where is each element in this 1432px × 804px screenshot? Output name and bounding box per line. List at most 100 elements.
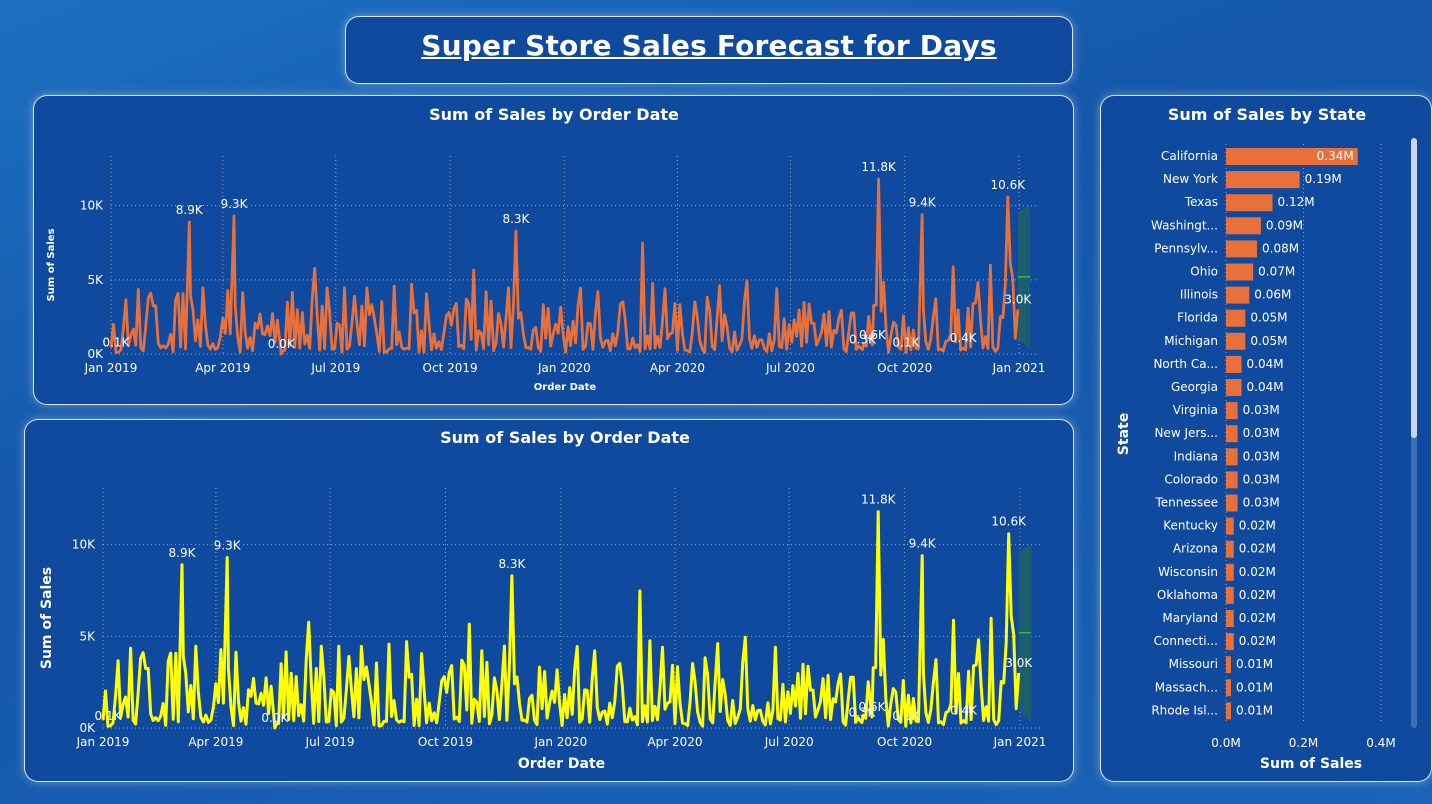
state-label: Kentucky bbox=[1163, 519, 1218, 533]
x-tick-label: 0.4M bbox=[1366, 736, 1395, 750]
data-label: 3.0K bbox=[1004, 293, 1032, 307]
state-label: Connecti... bbox=[1154, 634, 1218, 648]
data-label: 11.8K bbox=[861, 160, 897, 174]
chart-title: Sum of Sales by State bbox=[1168, 105, 1367, 124]
title-card: Super Store Sales Forecast for Days bbox=[345, 16, 1073, 84]
state-bar bbox=[1226, 240, 1257, 258]
x-tick-label: Apr 2020 bbox=[650, 361, 705, 375]
x-tick-label: Jan 2020 bbox=[533, 735, 587, 749]
data-label: 0.0K bbox=[261, 711, 289, 725]
y-axis-title: State bbox=[1116, 413, 1132, 455]
state-bar bbox=[1226, 586, 1234, 604]
page-title: Super Store Sales Forecast for Days bbox=[421, 29, 997, 62]
state-bar bbox=[1226, 263, 1254, 281]
x-axis-title: Sum of Sales bbox=[1260, 756, 1362, 772]
data-label: 0.3K bbox=[849, 333, 877, 347]
value-label: 0.03M bbox=[1243, 496, 1280, 510]
value-label: 0.19M bbox=[1305, 172, 1342, 186]
x-axis-title: Order Date bbox=[518, 756, 605, 772]
state-label: California bbox=[1161, 149, 1218, 163]
y-tick-label: 5K bbox=[87, 273, 104, 287]
sales-line-chart-orange[interactable]: Sum of Sales by Order Date 0K 5K 10K Jan 201… bbox=[33, 95, 1074, 405]
state-bar bbox=[1226, 540, 1234, 558]
state-label: New York bbox=[1163, 172, 1218, 186]
state-label: Washingt... bbox=[1151, 218, 1218, 232]
data-label: 0.1K bbox=[102, 336, 130, 350]
data-label: 8.3K bbox=[498, 557, 526, 571]
state-label: Florida bbox=[1177, 311, 1218, 325]
state-bar bbox=[1226, 656, 1231, 674]
value-label: 0.04M bbox=[1247, 380, 1284, 394]
value-label: 0.01M bbox=[1236, 680, 1273, 694]
state-bar bbox=[1226, 679, 1231, 697]
state-label: Oklahoma bbox=[1157, 588, 1218, 602]
chart-title: Sum of Sales by Order Date bbox=[440, 428, 690, 447]
value-label: 0.02M bbox=[1239, 634, 1276, 648]
value-label: 0.08M bbox=[1262, 241, 1299, 255]
state-label: Ohio bbox=[1190, 265, 1218, 279]
sales-by-state-chart[interactable]: Sum of Sales by State 0.0M 0.2M 0.4M Sum of … bbox=[1100, 95, 1432, 782]
x-tick-label: Oct 2019 bbox=[423, 361, 478, 375]
state-label: Pennsylv... bbox=[1154, 241, 1218, 255]
y-axis-title: Sum of Sales bbox=[39, 567, 55, 669]
value-label: 0.12M bbox=[1278, 195, 1315, 209]
state-label: New Jers... bbox=[1154, 426, 1218, 440]
data-label: 9.4K bbox=[909, 537, 937, 551]
x-tick-label: 0.2M bbox=[1289, 736, 1318, 750]
value-label: 0.06M bbox=[1254, 288, 1291, 302]
value-label: 0.05M bbox=[1250, 334, 1287, 348]
x-tick-label: Jan 2021 bbox=[993, 735, 1047, 749]
value-label: 0.02M bbox=[1239, 542, 1276, 556]
data-label: 9.4K bbox=[909, 196, 937, 210]
data-label: 3.0K bbox=[1005, 656, 1033, 670]
x-axis-title: Order Date bbox=[534, 382, 597, 393]
data-label: 0.0K bbox=[268, 337, 296, 351]
data-label: 10.6K bbox=[991, 515, 1027, 529]
state-label: Tennessee bbox=[1154, 496, 1218, 510]
data-label: 0.4K bbox=[950, 331, 978, 345]
y-axis-title: Sum of Sales bbox=[46, 228, 57, 301]
data-label: 0.1K bbox=[892, 336, 920, 350]
value-label: 0.03M bbox=[1243, 426, 1280, 440]
value-label: 0.05M bbox=[1250, 311, 1287, 325]
state-bar bbox=[1226, 379, 1242, 396]
state-bar bbox=[1226, 448, 1238, 466]
state-bar bbox=[1226, 471, 1238, 489]
state-bar bbox=[1226, 517, 1234, 535]
y-tick-label: 5K bbox=[79, 629, 96, 643]
sales-series-line bbox=[109, 177, 1020, 356]
state-bar bbox=[1226, 148, 1358, 165]
value-label: 0.03M bbox=[1243, 472, 1280, 486]
value-label: 0.34M bbox=[1317, 149, 1354, 163]
state-label: Michigan bbox=[1164, 334, 1218, 348]
value-label: 0.02M bbox=[1239, 519, 1276, 533]
x-tick-label: Apr 2019 bbox=[188, 735, 243, 749]
data-label: 8.3K bbox=[502, 212, 530, 226]
sales-line-chart-yellow[interactable]: Sum of Sales by Order Date 0K 5K 10K Jan 201… bbox=[24, 419, 1074, 782]
x-tick-label: Oct 2019 bbox=[418, 735, 473, 749]
x-tick-label: Apr 2020 bbox=[647, 735, 702, 749]
data-label: 0.1K bbox=[95, 709, 123, 723]
data-label: 9.3K bbox=[214, 539, 242, 553]
x-tick-label: 0.0M bbox=[1211, 736, 1240, 750]
state-bar bbox=[1226, 702, 1231, 720]
state-label: Wisconsin bbox=[1158, 565, 1218, 579]
state-label: Maryland bbox=[1162, 611, 1218, 625]
state-label: Missouri bbox=[1169, 657, 1218, 671]
state-label: North Ca... bbox=[1153, 357, 1218, 371]
value-label: 0.03M bbox=[1243, 449, 1280, 463]
data-label: 0.6K bbox=[859, 328, 887, 342]
value-label: 0.07M bbox=[1258, 265, 1295, 279]
state-bar bbox=[1226, 217, 1261, 235]
value-label: 0.02M bbox=[1239, 611, 1276, 625]
data-label: 8.9K bbox=[176, 203, 204, 217]
sales-series-line bbox=[101, 510, 1021, 730]
x-tick-label: Jul 2019 bbox=[305, 735, 355, 749]
state-bar bbox=[1226, 171, 1300, 189]
value-label: 0.01M bbox=[1236, 657, 1273, 671]
state-bar bbox=[1226, 402, 1238, 420]
x-tick-label: Jul 2020 bbox=[765, 361, 815, 375]
x-tick-label: Jan 2021 bbox=[992, 361, 1046, 375]
data-label: 0.6K bbox=[858, 700, 886, 714]
state-bar bbox=[1226, 194, 1273, 212]
